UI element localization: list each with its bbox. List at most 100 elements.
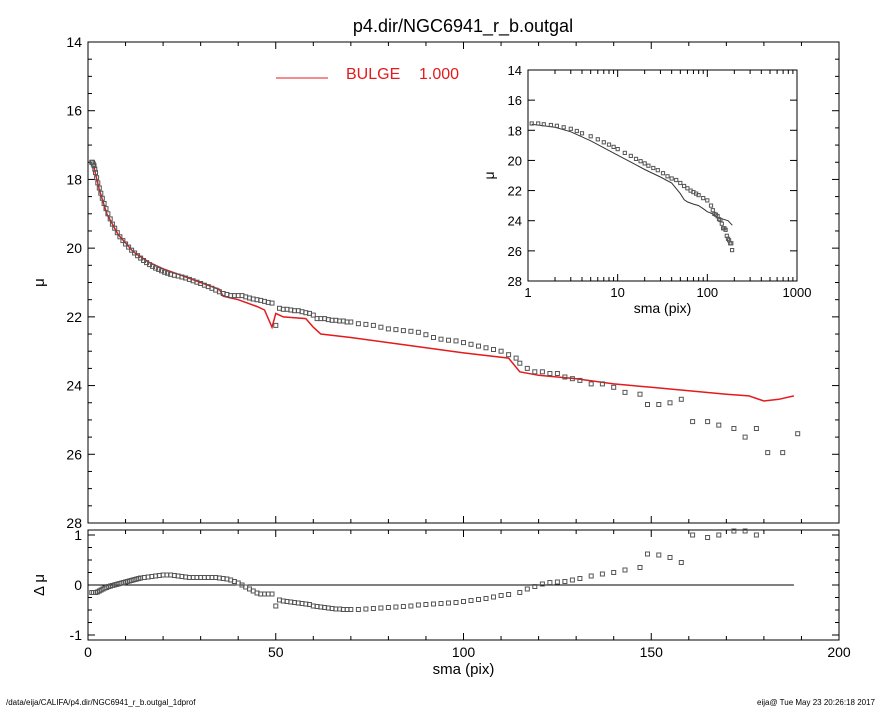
inset-xlabel: sma (pix) <box>634 300 692 316</box>
residual-xtick-label: 50 <box>268 644 284 660</box>
residual-data-point <box>588 573 594 579</box>
inset-data-point <box>669 176 674 181</box>
residual-ytick-label: 0 <box>74 577 82 593</box>
residual-data-point <box>690 532 696 538</box>
main-data-point <box>126 244 132 250</box>
residual-ytick-label: -1 <box>70 627 83 643</box>
residual-xtick-label: 150 <box>640 644 664 660</box>
inset-data-point <box>595 137 600 142</box>
residual-data-point <box>678 560 684 565</box>
main-data-point <box>355 321 361 327</box>
main-data-point <box>103 206 109 212</box>
residual-data-point <box>645 551 650 557</box>
main-ytick-label: 14 <box>66 34 82 50</box>
inset-data-point <box>574 128 579 134</box>
main-data-point <box>569 376 575 382</box>
residual-data-point <box>611 570 617 575</box>
inset-data-point <box>719 221 724 226</box>
main-data-point <box>107 216 113 222</box>
inset-data-point <box>615 147 620 152</box>
inset-data-point <box>642 161 647 166</box>
inset-data-point <box>536 121 541 126</box>
inset-ytick-label: 22 <box>508 184 522 199</box>
main-data-point <box>517 360 523 366</box>
main-data-point <box>453 338 459 344</box>
main-data-point <box>431 335 436 340</box>
main-data-point <box>498 348 504 354</box>
inset-data-point <box>651 165 656 171</box>
inset-data-point <box>554 123 559 128</box>
inset-data-point <box>628 153 633 159</box>
main-data-point <box>468 341 474 347</box>
residual-data-point <box>385 605 391 610</box>
residual-ytick-label: 1 <box>74 527 82 543</box>
residual-data-point <box>554 579 560 585</box>
main-data-point <box>273 322 279 328</box>
residual-data-point <box>577 576 583 581</box>
inset-data-point <box>710 208 715 213</box>
residual-data-point <box>491 594 496 600</box>
inset-data-point <box>601 140 606 145</box>
inset-ytick-label: 28 <box>508 274 522 289</box>
main-data-point <box>162 269 168 275</box>
main-data-point <box>408 328 414 334</box>
inset-background <box>488 66 807 329</box>
residual-data-point <box>461 599 466 604</box>
chart-title: p4.dir/NGC6941_r_b.outgal <box>353 16 573 37</box>
main-data-point <box>667 400 673 406</box>
inset-data-point <box>588 134 593 139</box>
footer-timestamp: eija@ Tue May 23 20:26:18 2017 <box>757 698 876 707</box>
inset-data-point <box>723 227 728 232</box>
inset-data-point <box>622 150 627 156</box>
residual-data-point <box>408 603 414 609</box>
main-data-point <box>348 319 354 325</box>
main-data-point <box>705 419 711 425</box>
residual-data-point <box>569 577 575 583</box>
main-data-point <box>532 369 538 375</box>
main-data-point <box>132 250 138 256</box>
main-data-point <box>94 175 100 181</box>
residual-data-point <box>622 567 628 573</box>
inset-data-point <box>660 171 666 176</box>
inset-xtick-label: 1000 <box>783 285 812 300</box>
main-data-point <box>105 211 111 217</box>
main-data-point <box>385 326 391 332</box>
inset-xtick-label: 100 <box>696 285 718 300</box>
main-data-point <box>310 312 316 318</box>
main-data-point <box>645 402 650 407</box>
main-data-point <box>159 268 165 274</box>
residual-data-point <box>524 586 530 592</box>
residual-data-point <box>355 607 361 612</box>
residual-data-point <box>599 571 605 577</box>
inset-data-point <box>696 193 701 198</box>
main-data-point <box>795 431 801 437</box>
residual-data-point <box>269 591 275 597</box>
inset-data-point <box>579 131 585 136</box>
main-data-point <box>690 419 696 425</box>
residual-data-point <box>506 592 512 597</box>
inset-panel: 1 10 100 1000 14 16 18 20 22 24 26 28 μ sma (pix) <box>481 63 811 329</box>
residual-data-point <box>400 604 406 609</box>
main-ytick-label: 28 <box>66 515 82 531</box>
residual-xtick-label: 200 <box>827 644 851 660</box>
residual-data-point <box>753 532 759 538</box>
main-data-point <box>611 384 617 390</box>
residual-ylabel: Δ μ <box>31 574 48 596</box>
main-data-point <box>637 391 643 397</box>
main-data-point <box>524 365 530 371</box>
inset-data-point <box>548 122 553 128</box>
residual-data-point <box>705 535 711 540</box>
residual-data-point <box>517 590 523 595</box>
main-ytick-label: 24 <box>66 378 82 394</box>
main-data-point <box>780 450 786 456</box>
inset-ytick-label: 14 <box>508 63 522 78</box>
inset-data-point <box>674 177 679 183</box>
main-data-point <box>765 450 771 456</box>
residual-xtick-label: 100 <box>452 644 476 660</box>
main-data-point <box>554 371 560 376</box>
main-data-point <box>91 163 97 169</box>
inset-data-point <box>633 156 639 162</box>
inset-data-point <box>541 122 546 127</box>
residual-data-point <box>483 596 489 601</box>
inset-ytick-label: 18 <box>508 123 522 138</box>
